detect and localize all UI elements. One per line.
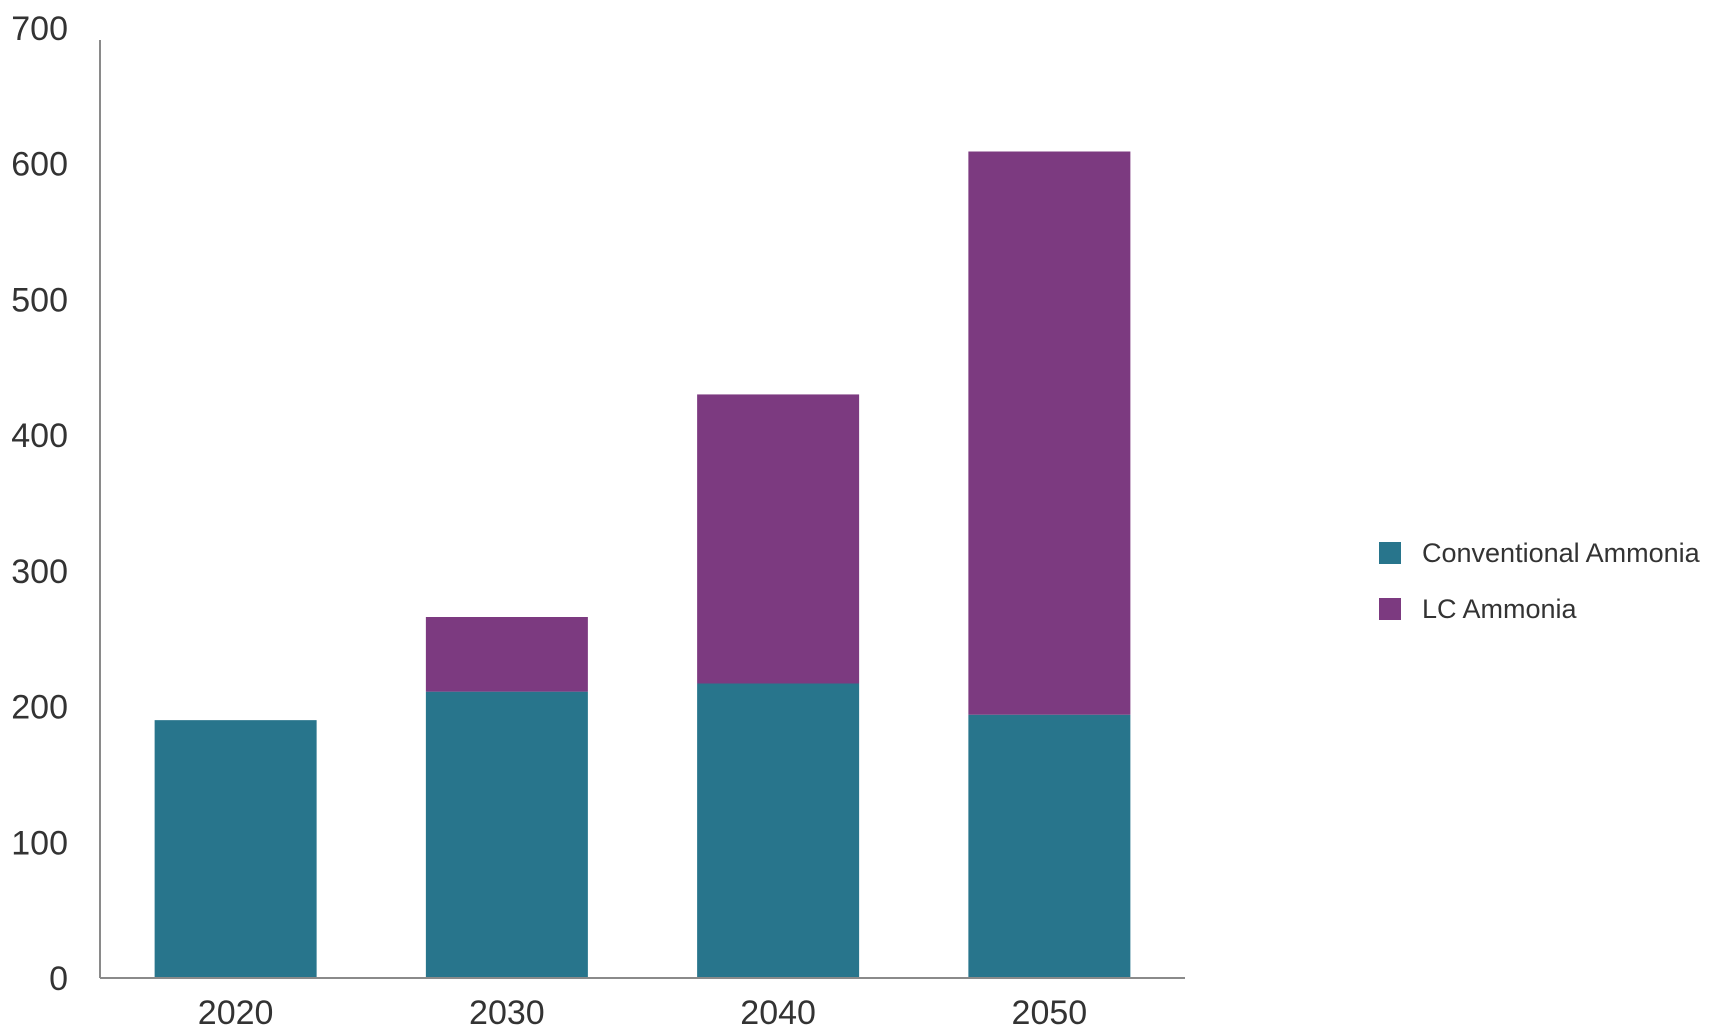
legend-label-1: LC Ammonia (1422, 594, 1578, 624)
legend-swatch-0 (1379, 542, 1401, 564)
x-tick-label-0: 2020 (198, 994, 274, 1032)
bar-2030-series-1 (425, 617, 588, 692)
bar-2050-series-1 (968, 151, 1131, 715)
bar-2040-series-0 (697, 683, 860, 978)
y-tick-label-1: 100 (11, 824, 68, 862)
legend-label-0: Conventional Ammonia (1422, 538, 1701, 568)
legend: Conventional Ammonia LC Ammonia (1379, 538, 1701, 624)
y-tick-label-5: 500 (11, 281, 68, 319)
x-tick-label-2: 2040 (740, 994, 816, 1032)
x-tick-label-3: 2050 (1012, 994, 1088, 1032)
bar-2050-series-0 (968, 714, 1131, 978)
y-tick-label-6: 600 (11, 146, 68, 184)
y-tick-label-4: 400 (11, 417, 68, 455)
bar-2020-series-0 (154, 720, 317, 978)
y-tick-label-7: 700 (11, 10, 68, 48)
x-axis-tick-labels: 2020 2030 2040 2050 (198, 994, 1087, 1032)
y-axis-tick-labels: 0 100 200 300 400 500 600 700 (11, 10, 68, 998)
bar-2030-series-0 (425, 691, 588, 978)
y-tick-label-0: 0 (49, 960, 68, 998)
y-tick-label-2: 200 (11, 689, 68, 727)
bar-stacks (154, 151, 1131, 978)
x-tick-label-1: 2030 (469, 994, 545, 1032)
y-tick-label-3: 300 (11, 553, 68, 591)
bar-2040-series-1 (697, 394, 860, 684)
legend-swatch-1 (1379, 598, 1401, 620)
